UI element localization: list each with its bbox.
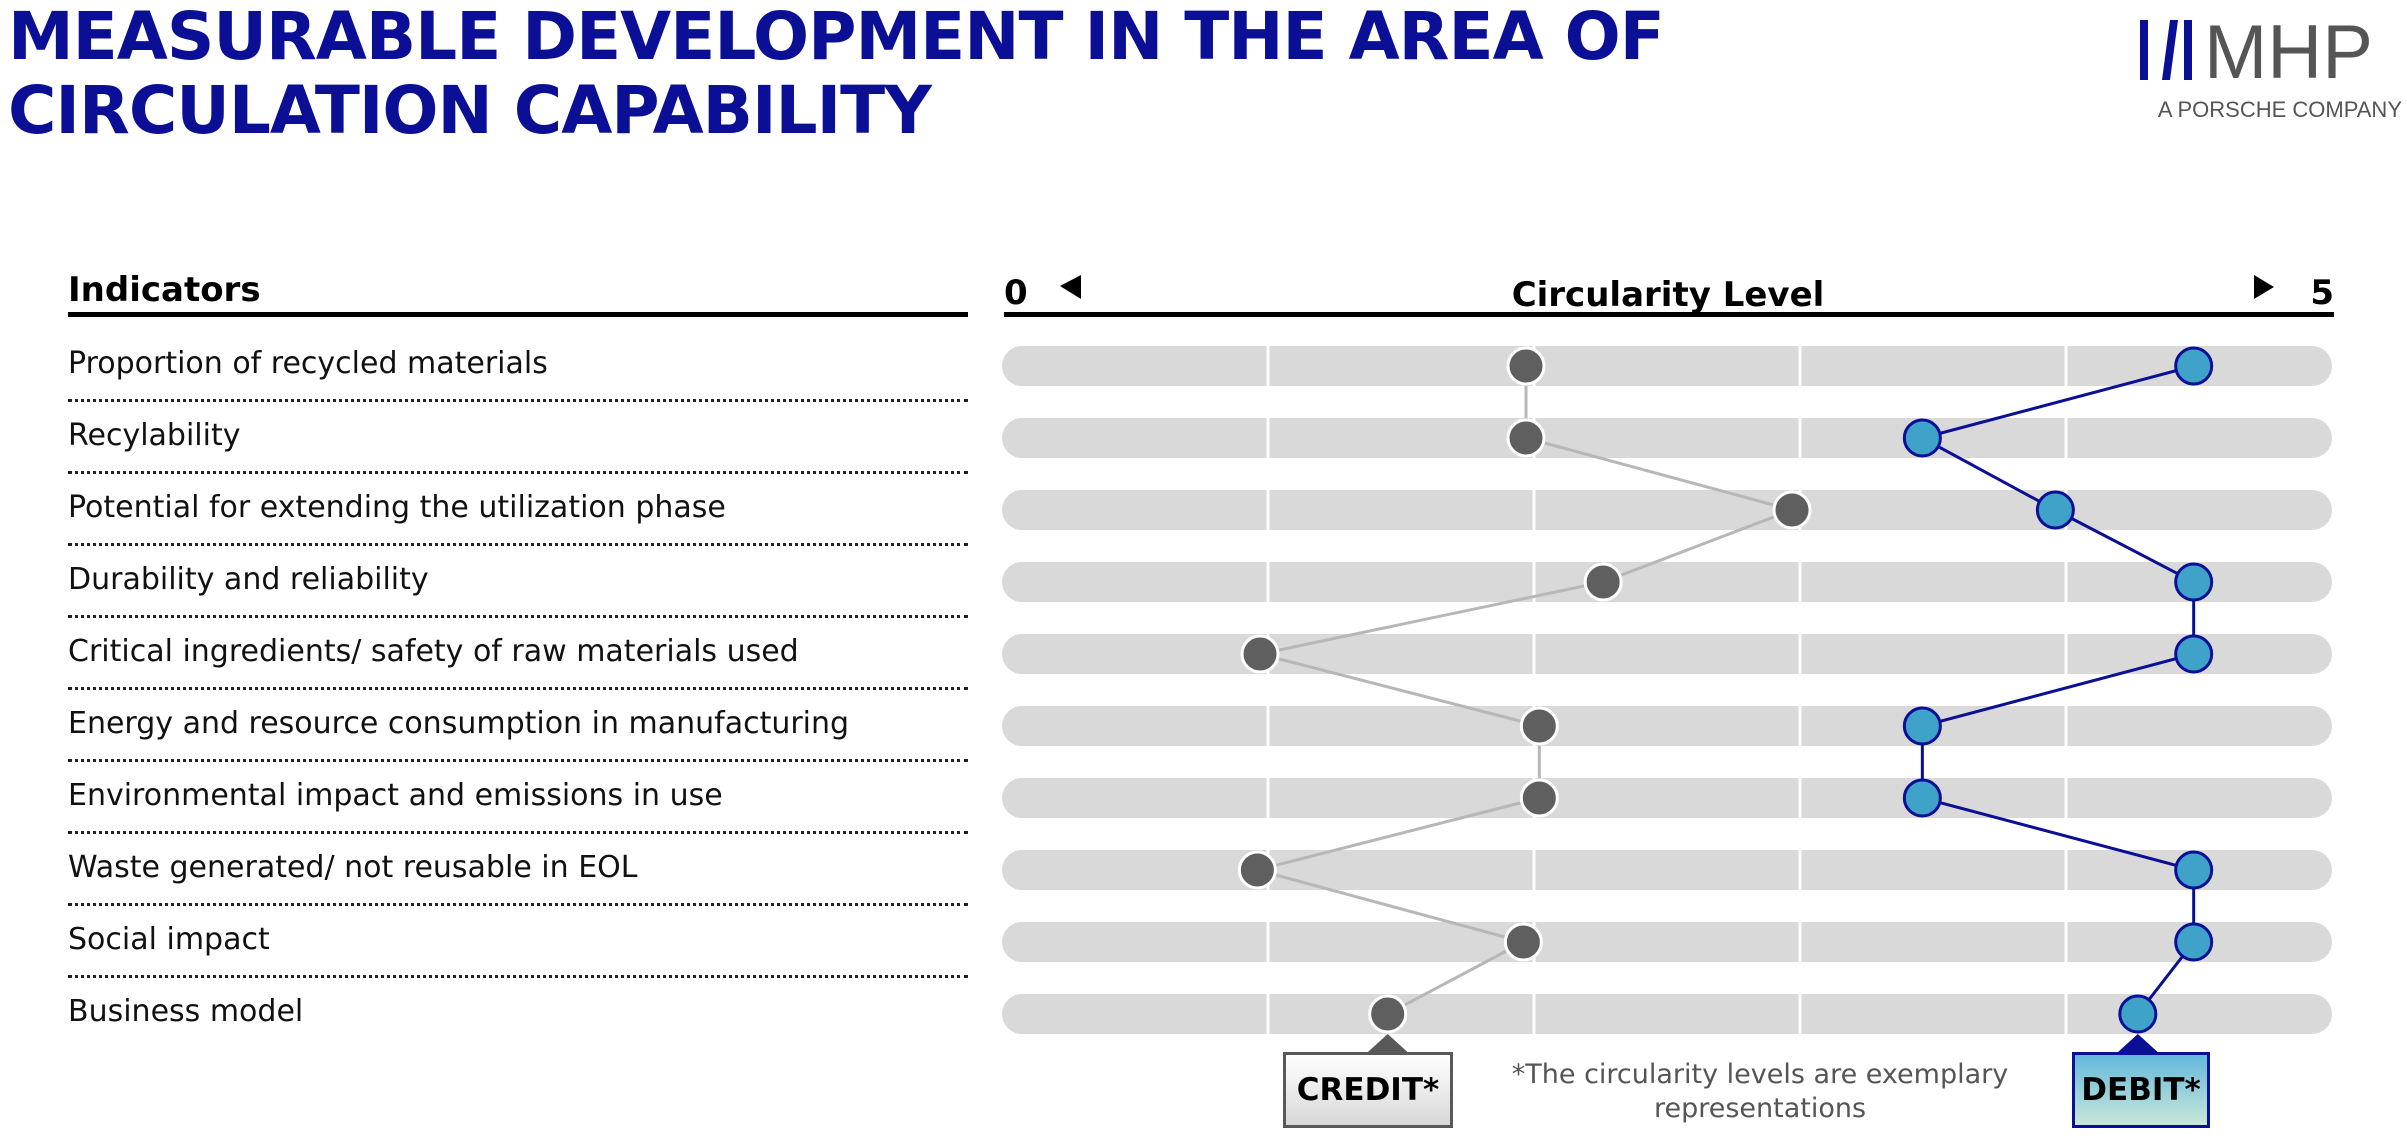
indicator-row: Proportion of recycled materials bbox=[68, 330, 968, 402]
mhp-logo: MHP bbox=[2140, 14, 2373, 95]
credit-point bbox=[1237, 850, 1277, 890]
logo-subtitle: A PORSCHE COMPANY bbox=[2157, 97, 2402, 122]
debit-point bbox=[2174, 850, 2214, 890]
track-bar bbox=[1002, 850, 2332, 890]
page-title-line-2: CIRCULATION CAPABILITY bbox=[8, 72, 932, 149]
indicators-header: Indicators bbox=[68, 270, 261, 310]
track-bar bbox=[1002, 562, 2332, 602]
credit-tag: CREDIT* bbox=[1283, 1052, 1453, 1128]
mhp-logo-icon bbox=[2140, 20, 2192, 80]
track-bar bbox=[1002, 346, 2332, 386]
debit-point bbox=[2174, 346, 2214, 386]
indicator-row: Social impact bbox=[68, 906, 968, 978]
debit-point bbox=[2174, 634, 2214, 674]
track-bar bbox=[1002, 778, 2332, 818]
track-bar bbox=[1002, 634, 2332, 674]
footnote: *The circularity levels are exemplary re… bbox=[1500, 1058, 2020, 1126]
axis-min-label: 0 bbox=[1004, 273, 1028, 313]
debit-series-line bbox=[1918, 364, 2196, 1015]
indicator-list: Proportion of recycled materials Recylabi… bbox=[68, 330, 968, 1050]
credit-point bbox=[1772, 490, 1812, 530]
credit-point bbox=[1506, 346, 1546, 386]
indicator-row: Business model bbox=[68, 994, 304, 1029]
page-title-line-1: MEASURABLE DEVELOPMENT IN THE AREA OF bbox=[8, 0, 1665, 75]
debit-point bbox=[1902, 778, 1942, 818]
mhp-logo-wordmark: MHP bbox=[2204, 14, 2373, 95]
track-bar bbox=[1002, 418, 2332, 458]
credit-point bbox=[1506, 418, 1546, 458]
credit-point bbox=[1368, 994, 1408, 1034]
arrow-right-icon bbox=[2254, 275, 2274, 299]
footnote-line-1: *The circularity levels are exemplary bbox=[1511, 1059, 2009, 1090]
indicator-row: Waste generated/ not reusable in EOL bbox=[68, 834, 968, 906]
credit-point bbox=[1519, 706, 1559, 746]
footnote-line-2: representations bbox=[1653, 1093, 1867, 1124]
debit-point bbox=[2035, 490, 2075, 530]
track-bar bbox=[1002, 706, 2332, 746]
credit-point bbox=[1519, 778, 1559, 818]
indicator-row: Durability and reliability bbox=[68, 546, 968, 618]
indicator-row: Environmental impact and emissions in us… bbox=[68, 762, 968, 834]
debit-point bbox=[2118, 994, 2158, 1034]
debit-pointer bbox=[2115, 1034, 2160, 1054]
credit-point bbox=[1503, 922, 1543, 962]
credit-point bbox=[1583, 562, 1623, 602]
arrow-left-icon bbox=[1060, 275, 1081, 299]
axis-max-label: 5 bbox=[2310, 273, 2334, 313]
debit-point bbox=[2174, 922, 2214, 962]
indicator-row: Energy and resource consumption in manuf… bbox=[68, 690, 968, 762]
page-title: MEASURABLE DEVELOPMENT IN THE AREA OF CI… bbox=[8, 0, 1665, 149]
indicator-row: Potential for extending the utilization … bbox=[68, 474, 968, 546]
track-bar bbox=[1002, 994, 2332, 1034]
track-bar bbox=[1002, 922, 2332, 962]
credit-series-line bbox=[1251, 366, 1797, 1016]
debit-tag: DEBIT* bbox=[2072, 1052, 2210, 1128]
indicator-row: Recylability bbox=[68, 402, 968, 474]
debit-point bbox=[2174, 562, 2214, 602]
debit-point bbox=[1902, 706, 1942, 746]
indicator-row: Critical ingredients/ safety of raw mate… bbox=[68, 618, 968, 690]
credit-point bbox=[1240, 634, 1280, 674]
track-bar bbox=[1002, 490, 2332, 530]
axis-rule bbox=[1004, 312, 2334, 317]
indicators-rule bbox=[68, 312, 968, 317]
axis-title: Circularity Level bbox=[1512, 275, 1825, 315]
debit-point bbox=[1902, 418, 1942, 458]
credit-pointer bbox=[1365, 1034, 1410, 1054]
